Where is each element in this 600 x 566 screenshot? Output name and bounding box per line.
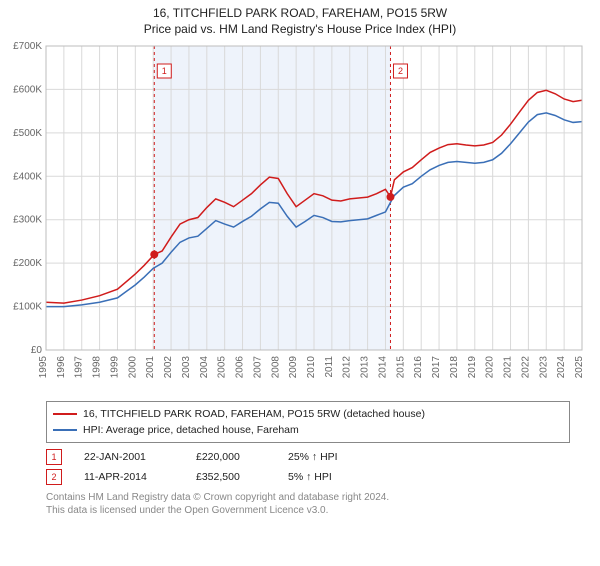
svg-text:1998: 1998 xyxy=(92,356,103,379)
svg-text:1999: 1999 xyxy=(109,356,120,379)
sale-price: £352,500 xyxy=(196,467,266,487)
sale-date: 11-APR-2014 xyxy=(84,467,174,487)
svg-text:2015: 2015 xyxy=(395,356,406,379)
svg-text:2006: 2006 xyxy=(235,356,246,379)
svg-text:£300K: £300K xyxy=(13,215,42,226)
svg-text:1: 1 xyxy=(162,66,167,76)
svg-text:2008: 2008 xyxy=(270,356,281,379)
svg-text:2023: 2023 xyxy=(538,356,549,379)
legend-item: HPI: Average price, detached house, Fare… xyxy=(53,422,563,438)
svg-text:2020: 2020 xyxy=(485,356,496,379)
svg-text:2003: 2003 xyxy=(181,356,192,379)
svg-text:£200K: £200K xyxy=(13,258,42,269)
svg-text:2019: 2019 xyxy=(467,356,478,379)
svg-text:1995: 1995 xyxy=(38,356,49,379)
svg-text:2011: 2011 xyxy=(324,356,335,378)
svg-text:2012: 2012 xyxy=(342,356,353,379)
svg-text:£700K: £700K xyxy=(13,41,42,52)
svg-text:£0: £0 xyxy=(31,345,43,356)
svg-text:£500K: £500K xyxy=(13,128,42,139)
chart-subtitle: Price paid vs. HM Land Registry's House … xyxy=(0,22,600,36)
price-chart-svg: £0 £100K £200K £300K £400K £500K £600K £700K 199… xyxy=(0,40,600,390)
svg-text:2021: 2021 xyxy=(503,356,514,379)
svg-text:2025: 2025 xyxy=(574,356,585,379)
footer-line1: Contains HM Land Registry data © Crown c… xyxy=(46,491,570,504)
legend-swatch xyxy=(53,413,77,415)
svg-text:£400K: £400K xyxy=(13,171,42,182)
svg-text:2010: 2010 xyxy=(306,356,317,379)
legend-label: HPI: Average price, detached house, Fare… xyxy=(83,422,299,438)
footer-attribution: Contains HM Land Registry data © Crown c… xyxy=(46,491,570,517)
sale-price: £220,000 xyxy=(196,447,266,467)
legend-label: 16, TITCHFIELD PARK ROAD, FAREHAM, PO15 … xyxy=(83,406,425,422)
sale-row: 1 22-JAN-2001 £220,000 25% ↑ HPI xyxy=(46,447,570,467)
svg-text:2016: 2016 xyxy=(413,356,424,379)
legend-swatch xyxy=(53,429,77,431)
svg-text:2001: 2001 xyxy=(145,356,156,379)
sale-row: 2 11-APR-2014 £352,500 5% ↑ HPI xyxy=(46,467,570,487)
chart-title: 16, TITCHFIELD PARK ROAD, FAREHAM, PO15 … xyxy=(0,6,600,20)
sale-date: 22-JAN-2001 xyxy=(84,447,174,467)
chart-area: £0 £100K £200K £300K £400K £500K £600K £700K 199… xyxy=(0,40,600,395)
svg-text:2: 2 xyxy=(398,66,403,76)
sales-table: 1 22-JAN-2001 £220,000 25% ↑ HPI 2 11-APR-201… xyxy=(46,447,570,487)
legend: 16, TITCHFIELD PARK ROAD, FAREHAM, PO15 … xyxy=(46,401,570,443)
svg-text:2002: 2002 xyxy=(163,356,174,379)
svg-text:2017: 2017 xyxy=(431,356,442,379)
svg-text:1997: 1997 xyxy=(74,356,85,379)
svg-text:£600K: £600K xyxy=(13,84,42,95)
legend-item: 16, TITCHFIELD PARK ROAD, FAREHAM, PO15 … xyxy=(53,406,563,422)
svg-text:2013: 2013 xyxy=(360,356,371,379)
svg-text:2000: 2000 xyxy=(127,356,138,379)
sale-diff: 25% ↑ HPI xyxy=(288,447,358,467)
svg-text:2014: 2014 xyxy=(377,356,388,379)
sale-marker: 2 xyxy=(46,469,62,485)
svg-text:2022: 2022 xyxy=(520,356,531,379)
svg-text:2009: 2009 xyxy=(288,356,299,379)
svg-text:2024: 2024 xyxy=(556,356,567,379)
sale-marker: 1 xyxy=(46,449,62,465)
footer-line2: This data is licensed under the Open Gov… xyxy=(46,504,570,517)
sale-diff: 5% ↑ HPI xyxy=(288,467,358,487)
svg-text:2004: 2004 xyxy=(199,356,210,379)
svg-text:1996: 1996 xyxy=(56,356,67,379)
svg-text:2018: 2018 xyxy=(449,356,460,379)
svg-text:2005: 2005 xyxy=(217,356,228,379)
svg-text:2007: 2007 xyxy=(252,356,263,379)
svg-text:£100K: £100K xyxy=(13,302,42,313)
